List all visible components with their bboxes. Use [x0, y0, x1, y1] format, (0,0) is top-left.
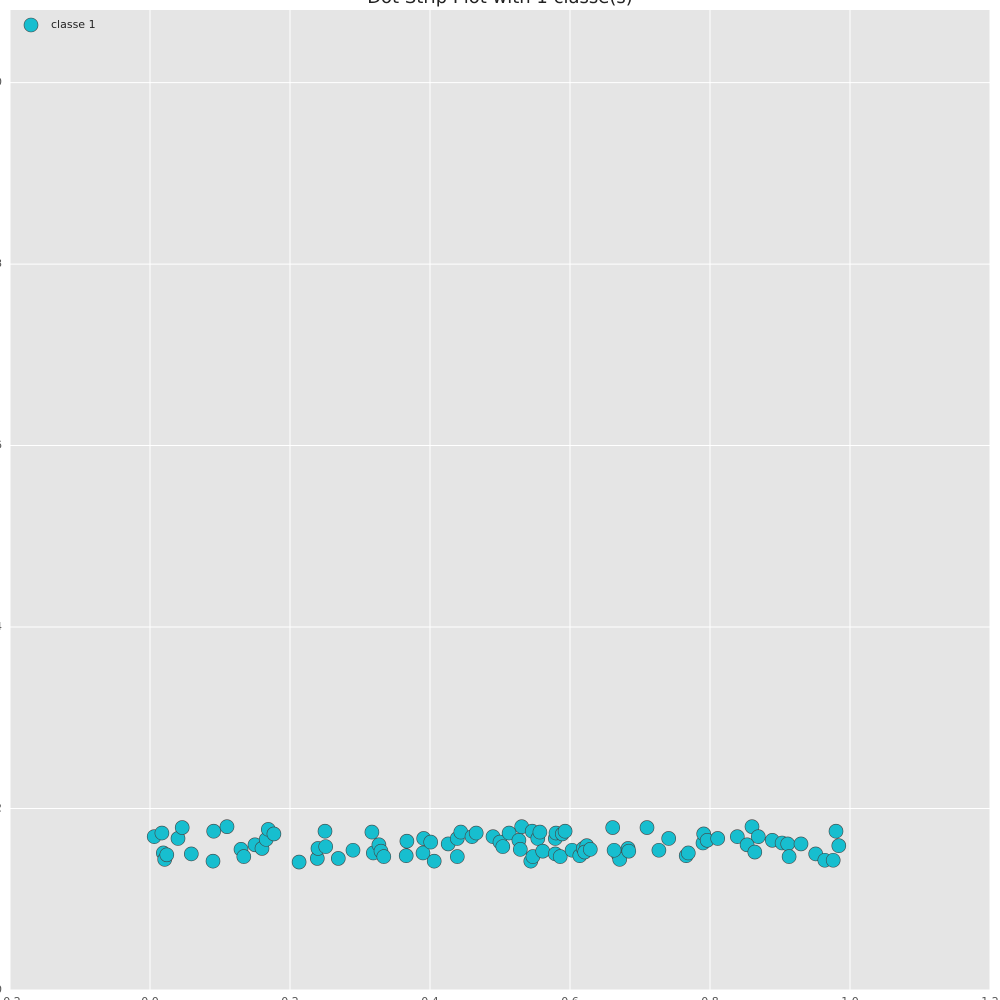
- dot: [205, 853, 221, 869]
- dot: [449, 849, 465, 864]
- dot: [710, 831, 726, 846]
- dot: [236, 849, 252, 864]
- x-tick-label: -0.2: [0, 995, 21, 1000]
- dot: [399, 833, 415, 849]
- dot: [154, 825, 170, 841]
- x-tick-label: 0.4: [421, 995, 439, 1000]
- dot: [501, 825, 517, 841]
- dot: [512, 842, 528, 857]
- dot: [750, 829, 766, 844]
- dot: [621, 843, 637, 859]
- y-tick-label: 0.4: [0, 620, 2, 633]
- dot: [174, 820, 190, 835]
- dot: [468, 825, 484, 841]
- legend-marker: [23, 17, 39, 33]
- dot: [793, 836, 809, 852]
- dot: [535, 843, 551, 859]
- dot: [364, 824, 380, 840]
- dot: [184, 846, 199, 862]
- dot: [639, 820, 655, 835]
- dot: [825, 852, 841, 868]
- x-tick-label: 1.0: [841, 995, 859, 1000]
- y-tick-label: 0.0: [0, 983, 2, 996]
- dot: [781, 849, 797, 864]
- chart-title: Dot Strip Plot with 1 classe(s): [367, 0, 633, 8]
- dot: [495, 839, 511, 854]
- x-tick-label: 1.2: [981, 995, 999, 1000]
- dot: [828, 823, 844, 839]
- y-tick-label: 0.6: [0, 439, 2, 452]
- dot: [398, 848, 414, 864]
- dot: [426, 853, 442, 869]
- dot: [582, 842, 598, 857]
- grid: [9, 10, 991, 991]
- dot: [747, 844, 763, 860]
- dot: [415, 845, 431, 861]
- dot: [317, 823, 333, 839]
- x-tick-label: 0.2: [281, 995, 299, 1000]
- dot: [780, 836, 796, 852]
- legend: classe 1: [23, 17, 96, 33]
- dot: [606, 842, 622, 858]
- dot: [552, 849, 568, 864]
- x-tick-label: 0.8: [701, 995, 719, 1000]
- x-tick-label: 0.0: [141, 995, 159, 1000]
- dot: [376, 849, 392, 864]
- dot: [605, 820, 621, 835]
- dot: [330, 851, 346, 866]
- dot: [831, 838, 847, 854]
- dot: [159, 847, 175, 863]
- marks: [146, 819, 847, 870]
- dot: [423, 834, 439, 850]
- dot: [291, 854, 307, 870]
- plot-area: [10, 10, 990, 990]
- dot: [532, 824, 548, 840]
- legend-label: classe 1: [51, 18, 96, 31]
- dot: [651, 842, 667, 858]
- dot: [206, 823, 221, 839]
- dot: [345, 842, 361, 858]
- dot: [266, 826, 282, 842]
- dot: [680, 845, 696, 861]
- y-tick-label: 0.2: [0, 802, 2, 815]
- x-tick-label: 0.6: [561, 995, 579, 1000]
- dot: [729, 829, 745, 844]
- dot: [219, 819, 235, 834]
- y-tick-label: 0.8: [0, 257, 2, 270]
- dot: [557, 823, 573, 839]
- y-tick-label: 1.0: [0, 76, 2, 89]
- dot: [661, 831, 677, 846]
- dot: [318, 839, 334, 854]
